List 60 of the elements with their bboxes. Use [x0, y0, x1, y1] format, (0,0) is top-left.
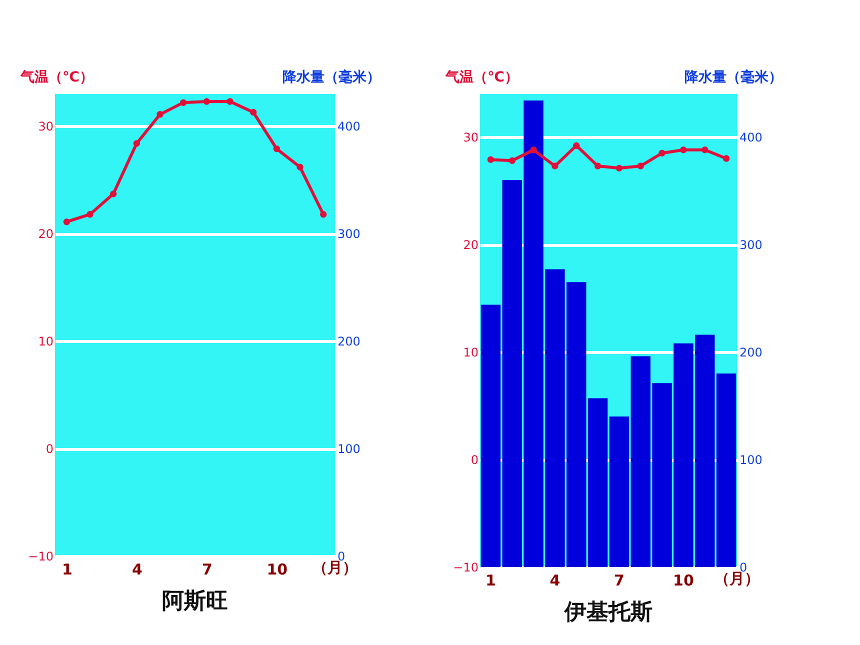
y2-tick-label: 300	[338, 227, 360, 242]
text: 伊基托斯	[564, 600, 652, 625]
point	[722, 155, 730, 162]
point	[487, 156, 494, 163]
x-tick-label: 1	[62, 560, 72, 578]
point	[273, 145, 280, 152]
point	[530, 146, 537, 154]
x-tick-label: 4	[550, 572, 560, 590]
point	[180, 99, 187, 106]
point	[658, 150, 666, 156]
y2-tick-label: 100	[740, 453, 762, 467]
y2-axis-title: 降水量（毫米）	[282, 68, 380, 86]
y-tick-label: 30	[463, 130, 478, 144]
y-tick-label: 10	[463, 346, 478, 360]
y-tick-label: 20	[38, 227, 54, 242]
point	[594, 162, 602, 170]
bar	[480, 304, 501, 567]
point	[203, 98, 210, 105]
y-tick-label: 30	[38, 120, 54, 134]
point	[616, 164, 623, 172]
x-tick-label: 10	[266, 560, 288, 578]
point	[508, 157, 516, 164]
x-tick-label: 1	[485, 572, 496, 590]
y-axis-title: 气温（℃）	[20, 70, 94, 86]
y-tick-label: −10	[28, 550, 54, 564]
y2-tick-label: 200	[740, 346, 762, 360]
point	[86, 210, 94, 218]
point	[702, 146, 708, 154]
x-tick-label: 7	[614, 572, 624, 590]
y2-axis-title: 降水量（毫米）	[684, 68, 782, 86]
y-tick-label: 20	[463, 238, 478, 252]
bar	[716, 374, 736, 567]
point	[63, 218, 70, 226]
point	[250, 108, 257, 116]
point	[226, 98, 234, 105]
point	[680, 146, 687, 154]
x-tick-label: 7	[202, 560, 212, 578]
point	[110, 190, 117, 198]
y2-tick-label: 400	[740, 130, 762, 144]
x-tick-label: 4	[132, 560, 142, 578]
point	[552, 162, 558, 170]
point	[296, 164, 304, 170]
y-tick-label: −10	[453, 560, 478, 574]
point	[637, 162, 644, 170]
y-axis-title: 气温（℃）	[444, 70, 518, 86]
y2-tick-label: 100	[338, 442, 360, 456]
text: 阿斯旺	[162, 589, 228, 614]
bar	[588, 398, 608, 567]
y2-tick-label: 300	[740, 238, 762, 252]
point	[320, 210, 327, 218]
bar	[609, 416, 630, 567]
y2-tick-label: 400	[338, 120, 360, 134]
y-tick-label: 10	[38, 334, 54, 349]
point	[573, 142, 580, 149]
y-tick-label: 0	[46, 442, 54, 456]
point	[156, 111, 164, 118]
point	[133, 140, 140, 147]
y2-tick-label: 200	[338, 334, 360, 349]
x-tick-label: 10	[673, 572, 694, 590]
y-tick-label: 0	[470, 453, 478, 467]
